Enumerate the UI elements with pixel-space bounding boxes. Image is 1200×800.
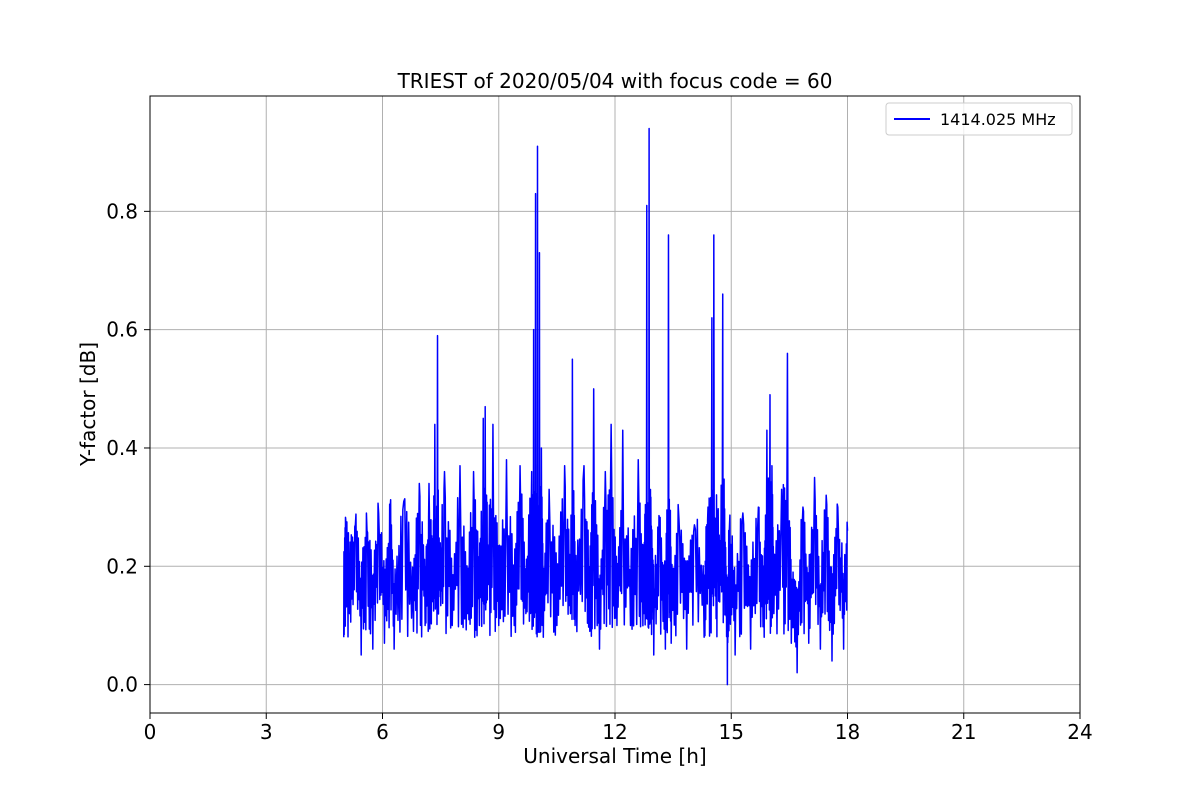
chart-title: TRIEST of 2020/05/04 with focus code = 6…: [397, 69, 833, 93]
x-tick-label: 0: [144, 720, 157, 744]
series-group: [343, 127, 849, 686]
x-tick-label: 15: [719, 720, 744, 744]
y-tick-label: 0.6: [106, 318, 138, 342]
series-line: [343, 127, 849, 686]
y-tick-label: 0.8: [106, 199, 138, 223]
x-tick-label: 24: [1067, 720, 1092, 744]
x-tick-label: 12: [602, 720, 627, 744]
y-tick-label: 0.2: [106, 554, 138, 578]
legend-entry-label: 1414.025 MHz: [940, 110, 1056, 129]
y-axis-label: Y-factor [dB]: [76, 342, 100, 467]
x-tick-label: 6: [376, 720, 389, 744]
tick-group: 0 3 6 9 12 15 18 21 24 0.0 0.2 0.4 0.6 0.8: [106, 199, 1093, 744]
legend: 1414.025 MHz: [885, 102, 1073, 136]
x-tick-label: 3: [260, 720, 273, 744]
x-axis-label: Universal Time [h]: [523, 744, 706, 768]
legend-box: [885, 102, 1073, 136]
x-tick-label: 18: [835, 720, 860, 744]
x-tick-label: 9: [492, 720, 505, 744]
y-tick-label: 0.0: [106, 673, 138, 697]
x-tick-label: 21: [951, 720, 976, 744]
y-tick-label: 0.4: [106, 436, 138, 460]
